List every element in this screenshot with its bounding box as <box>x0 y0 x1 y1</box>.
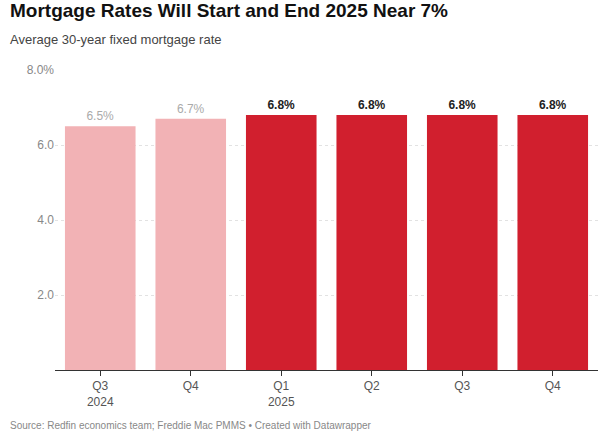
svg-text:Q3: Q3 <box>454 379 470 393</box>
svg-text:6.5%: 6.5% <box>86 109 114 123</box>
svg-text:Q12025: Q12025 <box>268 379 295 409</box>
svg-text:6.8%: 6.8% <box>539 98 567 112</box>
svg-text:Q4: Q4 <box>545 379 561 393</box>
svg-text:Q32024: Q32024 <box>87 379 114 409</box>
svg-text:4.0: 4.0 <box>37 213 54 227</box>
svg-text:6.7%: 6.7% <box>177 102 205 116</box>
svg-text:Q2: Q2 <box>364 379 380 393</box>
svg-text:Q4: Q4 <box>183 379 199 393</box>
svg-text:Mortgage Rates Will Start and: Mortgage Rates Will Start and End 2025 N… <box>10 0 448 21</box>
svg-text:Source: Redfin economics team;: Source: Redfin economics team; Freddie M… <box>10 420 372 431</box>
svg-text:8.0%: 8.0% <box>27 63 55 77</box>
svg-text:6.8%: 6.8% <box>267 98 295 112</box>
svg-text:2.0: 2.0 <box>37 288 54 302</box>
svg-text:6.8%: 6.8% <box>358 98 386 112</box>
svg-text:6.8%: 6.8% <box>448 98 476 112</box>
svg-text:Average 30-year fixed mortgage: Average 30-year fixed mortgage rate <box>10 32 222 47</box>
svg-text:6.0: 6.0 <box>37 138 54 152</box>
